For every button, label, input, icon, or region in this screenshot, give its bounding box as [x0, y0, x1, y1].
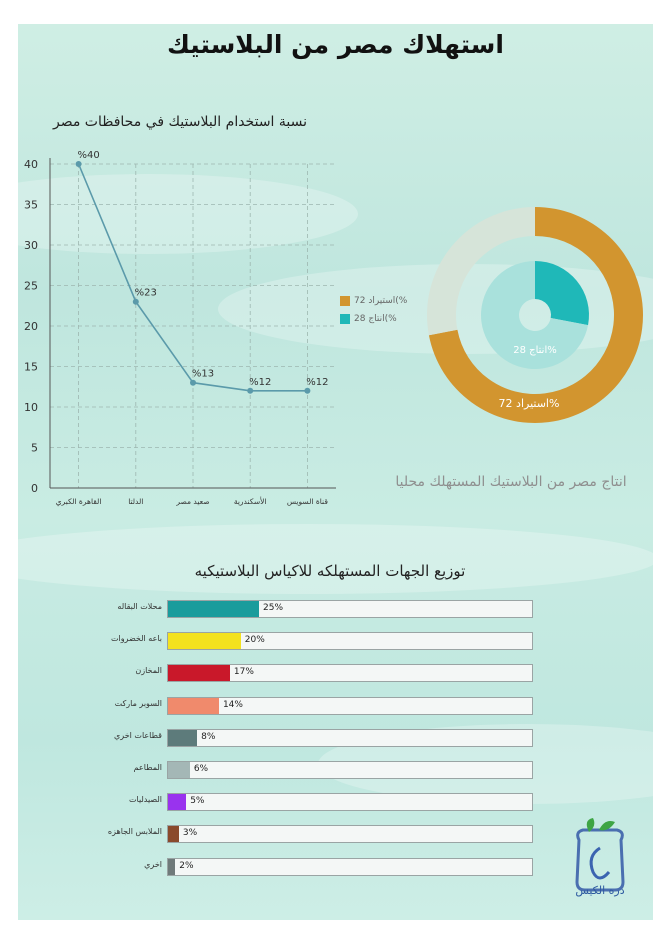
page-title: استهلاك مصر من البلاستيك [167, 30, 504, 59]
donut-outer-remaining-slice [427, 207, 535, 336]
data-point [247, 387, 254, 394]
bar-fill [168, 601, 259, 617]
bar-row: قطاعات اخري 8% [60, 728, 540, 747]
bar-track: 14% [167, 696, 533, 715]
legend-swatch-import [340, 296, 350, 306]
x-tick-label: الأسكندرية [234, 496, 267, 506]
legend-item-production: انتاج 28(% [340, 314, 407, 324]
bar-track: 5% [167, 793, 533, 812]
y-tick-label: 0 [31, 482, 38, 495]
legend-item-import: استيراد 72(% [340, 296, 407, 306]
legend-label-production: انتاج 28(% [354, 314, 397, 324]
bar-row: المطاعم 6% [60, 761, 540, 779]
line-chart-title: نسبة استخدام البلاستيك في محافظات مصر [52, 114, 308, 130]
bar-fill [168, 826, 179, 843]
y-tick-label: 35 [24, 199, 38, 212]
data-label: %40 [77, 150, 99, 161]
bar-category-label: قطاعات اخري [114, 730, 162, 740]
bar-row: المخازن 17% [60, 664, 540, 683]
donut-inner-label: انتاج 28% [513, 345, 557, 356]
bar-fill [168, 794, 187, 811]
y-tick-label: 15 [24, 361, 38, 374]
data-point [304, 387, 311, 394]
donut-inner-production-slice [535, 261, 589, 326]
data-label: %13 [192, 369, 214, 380]
bar-value-label: 5% [190, 796, 205, 807]
bar-value-label: 20% [244, 635, 265, 646]
bar-fill [168, 762, 190, 778]
bar-category-label: اخري [144, 859, 162, 869]
bar-track: 25% [167, 600, 533, 618]
logo-bag-icon [575, 818, 625, 892]
bar-fill [168, 858, 176, 875]
bar-value-label: 6% [193, 764, 209, 774]
bar-value-label: 14% [222, 699, 243, 710]
bar-value-label: 17% [233, 667, 254, 678]
bar-category-label: محلات البقاله [117, 602, 162, 611]
bar-fill [168, 665, 230, 682]
bar-row: اخري 2% [60, 857, 540, 876]
background-wave [18, 524, 653, 594]
bar-chart-title: توزيع الجهات المستهلكه للاكياس البلاستيك… [194, 562, 466, 580]
data-point [190, 379, 196, 386]
bar-row: باعه الخضروات 20% [60, 632, 540, 651]
bar-row: السوبر ماركت 14% [60, 696, 540, 715]
bar-track: 3% [167, 825, 533, 844]
bar-row: الملابس الجاهزه 3% [60, 825, 540, 844]
bar-category-label: المخازن [135, 666, 162, 676]
data-label: %12 [249, 377, 271, 388]
x-tick-label: قناة السويس [287, 497, 328, 506]
legend-label-import: استيراد 72(% [354, 296, 408, 306]
data-label: %12 [306, 377, 328, 388]
donut-chart-title: انتاج مصر من البلاستيك المستهلك محليا [395, 474, 627, 490]
bar-track: 17% [167, 664, 533, 683]
data-point [75, 161, 82, 167]
donut-legend: استيراد 72(% انتاج 28(% [340, 296, 407, 332]
bar-track: 8% [167, 728, 533, 747]
x-tick-label: القاهرة الكبري [56, 497, 102, 506]
bar-fill [168, 697, 219, 714]
y-tick-label: 25 [24, 280, 38, 293]
x-tick-label: صعيد مصر [175, 497, 209, 506]
bar-row: محلات البقاله 25% [60, 600, 540, 618]
bar-row: الصيدليات 5% [60, 793, 540, 812]
donut-outer-label: استيراد 72% [499, 397, 560, 410]
y-tick-label: 10 [24, 401, 38, 414]
bar-category-label: باعه الخضروات [110, 634, 162, 644]
bar-value-label: 25% [263, 603, 284, 613]
line-chart: 0 5 10 15 20 25 30 35 40 %40 القاهرة الكبري %23 الدل… [24, 150, 336, 506]
data-point [132, 298, 139, 305]
bar-track: 2% [167, 857, 533, 876]
bar-value-label: 8% [201, 731, 216, 742]
bar-fill [168, 633, 241, 650]
bar-fill [168, 729, 198, 746]
y-tick-label: 20 [24, 320, 38, 333]
bar-category-label: الصيدليات [128, 795, 162, 805]
donut-inner-remaining-slice [481, 261, 589, 369]
data-label: %23 [135, 288, 157, 299]
bar-category-label: الملابس الجاهزه [107, 827, 162, 837]
donut-chart: استيراد 72% انتاج 28% [427, 207, 643, 423]
bar-track: 6% [167, 761, 533, 779]
bar-category-label: السوبر ماركت [114, 698, 162, 708]
background-wave [18, 174, 358, 254]
bar-value-label: 3% [182, 828, 198, 839]
bar-category-label: المطاعم [133, 763, 162, 772]
x-tick-label: الدلتا [128, 497, 143, 506]
logo-text: دره الكيس [575, 884, 625, 897]
legend-swatch-production [340, 314, 350, 324]
y-tick-label: 40 [24, 158, 38, 171]
bar-value-label: 2% [179, 860, 194, 871]
bar-track: 20% [167, 632, 533, 651]
y-tick-label: 30 [24, 239, 38, 252]
y-tick-label: 5 [31, 442, 38, 455]
